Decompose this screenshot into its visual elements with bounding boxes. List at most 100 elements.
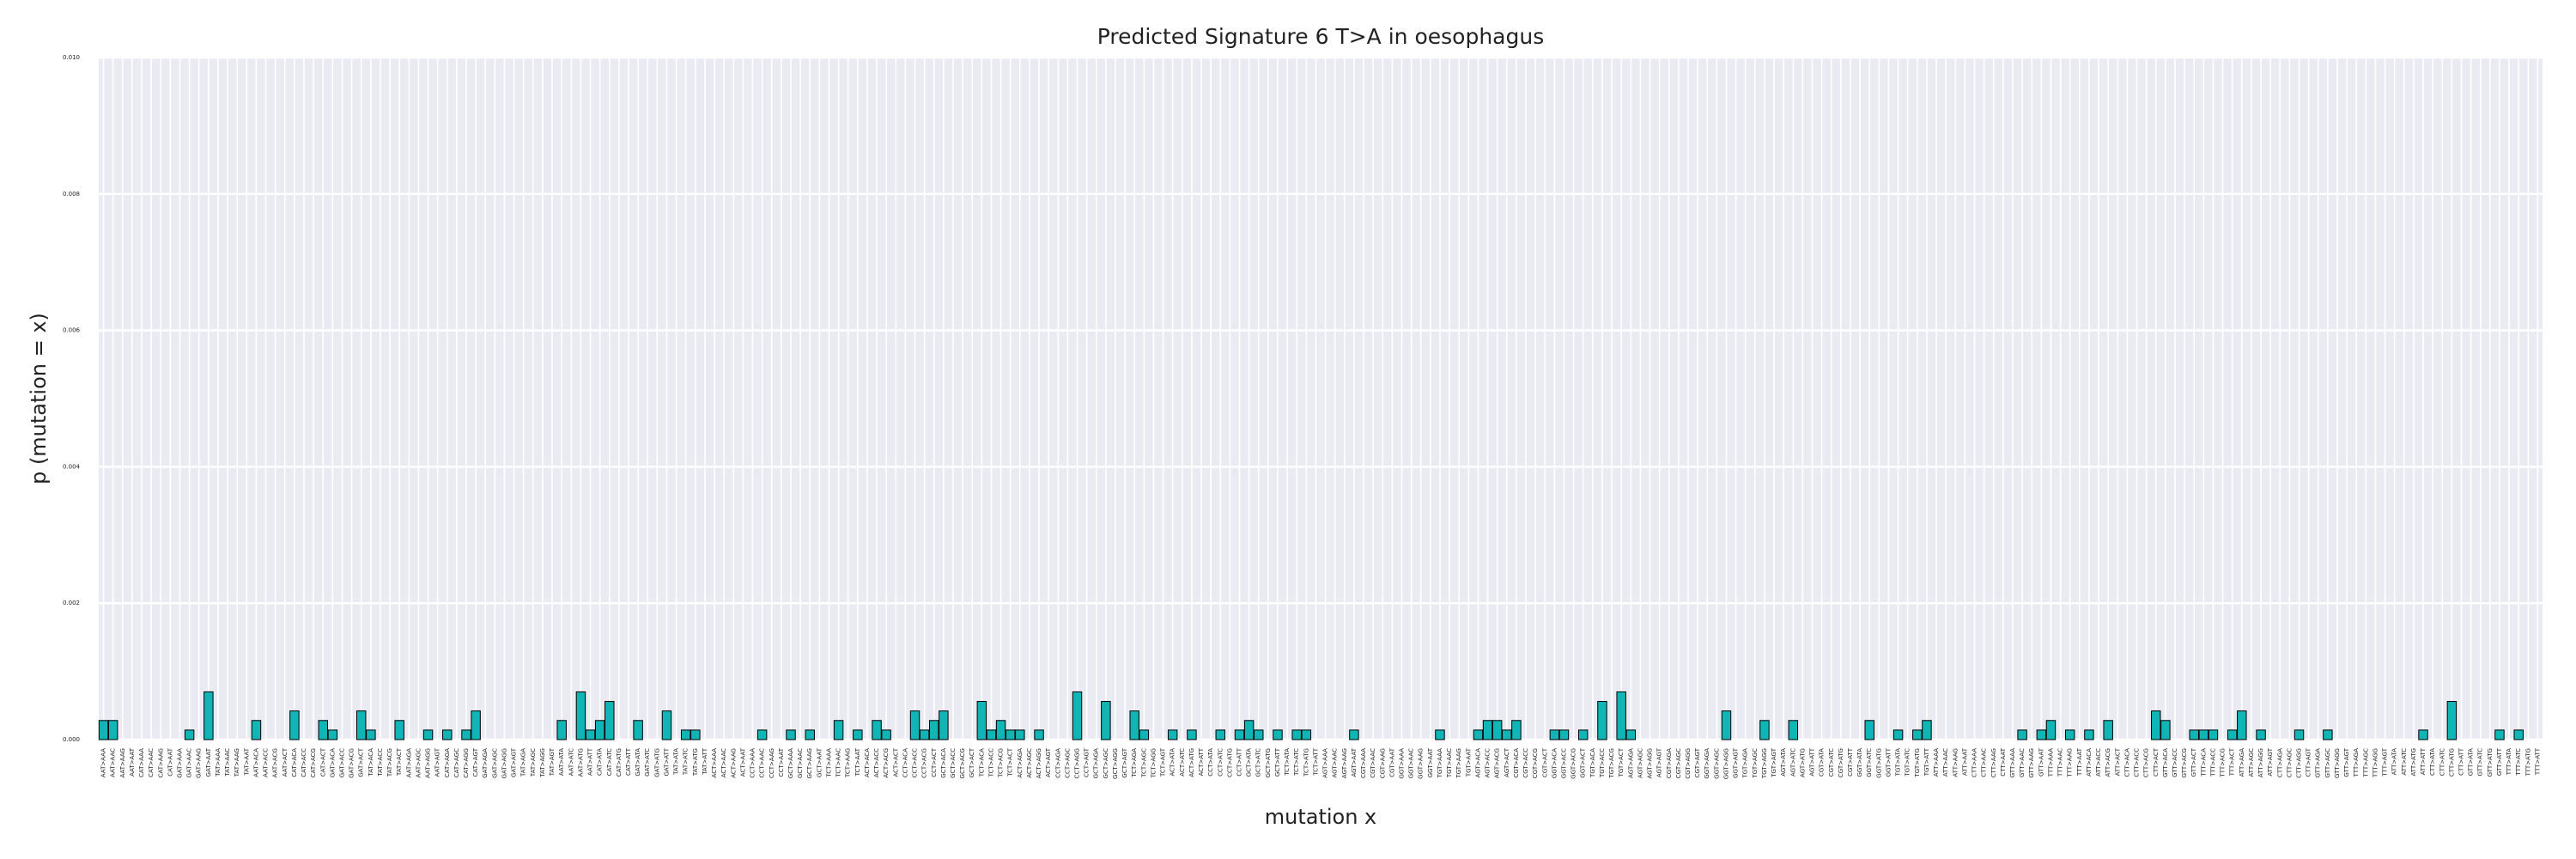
x-tick-label: TAT>ATG [692, 748, 699, 777]
x-tick-label: TCT>ACT [1007, 747, 1014, 777]
bar [1101, 701, 1111, 740]
x-tick-label: TCT>ATG [1303, 748, 1309, 777]
x-tick-label: ATT>AGG [2257, 748, 2264, 777]
x-tick-label: AAT>AGG [425, 748, 432, 778]
bar [1492, 720, 1503, 740]
x-tick-label: ACT>ACG [883, 748, 890, 778]
x-tick-label: CTT>ACG [2143, 748, 2150, 777]
x-tick-label: GCT>AGC [1103, 748, 1109, 779]
x-tick-label: GGT>AAT [1427, 747, 1434, 777]
bar [471, 710, 481, 740]
x-tick-label: GAT>ATT [663, 747, 670, 776]
x-tick-label: TTT>ACG [2220, 748, 2227, 777]
x-tick-label: GGT>AAG [1418, 748, 1425, 779]
bar [2084, 729, 2094, 740]
x-tick-label: AAT>ACT [282, 747, 289, 777]
x-tick-label: CAT>ATT [625, 747, 632, 776]
x-tick-label: CCT>AAT [778, 747, 785, 777]
x-tick-label: TGT>ACG [1608, 748, 1615, 779]
x-tick-label: AGT>AAA [1322, 748, 1329, 778]
bar [2103, 720, 2113, 740]
x-tick-label: GAT>AAA [176, 748, 183, 778]
x-tick-label: AAT>AGT [434, 747, 441, 777]
x-tick-label: AGT>AGG [1647, 748, 1654, 779]
x-tick-label: GGT>ACC [1560, 748, 1567, 778]
x-tick-label: CTT>AGA [2276, 748, 2283, 777]
bar [2513, 729, 2524, 740]
x-tick-label: TTT>ATT [2534, 747, 2541, 776]
x-tick-label: TTT>AAG [2067, 748, 2074, 778]
x-tick-label: ATT>ACC [2095, 748, 2102, 777]
bar [1788, 720, 1799, 740]
x-tick-label: GAT>AGT [511, 747, 518, 777]
x-tick-label: CGT>AAA [1360, 748, 1367, 778]
x-tick-label: CAT>AGC [453, 748, 460, 777]
bar [2151, 710, 2161, 740]
x-tick-label: GAT>AAT [205, 747, 212, 777]
x-tick-label: TGT>AGG [1761, 748, 1768, 779]
y-tick-label: 0.006 [63, 327, 81, 334]
x-tick-label: CCT>ACG [921, 748, 928, 778]
x-tick-label: GAT>ACT [358, 747, 365, 777]
x-tick-label: GCT>ATG [1265, 748, 1272, 777]
bar [919, 729, 930, 740]
x-tick-label: ACT>AGC [1026, 748, 1033, 778]
x-tick-label: CGT>AAG [1379, 748, 1386, 778]
x-tick-label: CGT>AGC [1675, 748, 1682, 778]
x-tick-label: GCT>AAG [806, 748, 813, 779]
x-tick-label: AGT>AAT [1351, 747, 1358, 777]
bar [1577, 729, 1589, 740]
x-tick-label: ACT>AGG [1036, 748, 1042, 778]
x-tick-label: CCT>AGA [1054, 748, 1061, 778]
bar [1034, 729, 1044, 740]
y-tick-label: 0.008 [63, 191, 80, 198]
x-tick-label: TCT>AGA [1131, 748, 1138, 778]
x-tick-label: CTT>AAC [1981, 748, 1988, 777]
x-tick-label: TAT>ATC [683, 748, 690, 776]
x-tick-label: AAT>ACA [252, 748, 259, 777]
bar [1616, 691, 1626, 740]
bar [939, 710, 949, 740]
bar [1167, 729, 1178, 740]
plot-background [99, 58, 2543, 740]
x-tick-label: ATT>AGC [2248, 748, 2255, 777]
bar [605, 701, 615, 740]
bar [2189, 729, 2199, 740]
x-tick-label: ATT>AGA [2239, 748, 2245, 777]
x-tick-label: TAT>AGA [520, 748, 527, 777]
x-tick-label: CTT>AAT [2000, 747, 2007, 776]
x-tick-label: GCT>ACT [969, 747, 975, 777]
x-tick-label: TTT>ATG [2524, 748, 2531, 777]
x-tick-label: CGT>ATT [1847, 747, 1854, 777]
bar [2036, 729, 2047, 740]
x-tick-label: TCT>ATC [1293, 748, 1300, 777]
x-tick-label: CTT>ATA [2429, 748, 2436, 776]
bar [690, 729, 701, 740]
x-tick-label: CGT>ACT [1541, 747, 1548, 777]
x-tick-label: TCT>AGG [1150, 748, 1157, 778]
bar [1187, 729, 1197, 740]
bar [909, 710, 920, 740]
x-tick-label: CCT>AGG [1074, 748, 1081, 778]
bar [786, 729, 796, 740]
bar [107, 720, 118, 740]
x-tick-label: CCT>ACT [931, 747, 938, 777]
x-tick-label: CCT>AAG [769, 748, 775, 778]
bar [2208, 729, 2219, 740]
x-tick-label: TAT>AGC [530, 748, 537, 777]
x-tick-label: CGT>AAT [1388, 747, 1395, 777]
bar [442, 729, 453, 740]
x-tick-label: AGT>ATC [1789, 748, 1796, 777]
x-tick-label: AGT>AGA [1627, 748, 1634, 778]
x-tick-label: TCT>AAT [854, 747, 861, 777]
x-tick-label: ACT>AAG [730, 748, 737, 778]
x-tick-label: TTT>AAA [2047, 748, 2054, 777]
x-tick-label: GTT>ATG [2487, 748, 2494, 777]
bar [1721, 710, 1732, 740]
bar [680, 729, 691, 740]
x-tick-label: AGT>ATT [1809, 747, 1816, 776]
bar [1864, 720, 1874, 740]
x-tick-label: GGT>ATA [1856, 748, 1863, 777]
x-tick-label: GGT>ATG [1875, 748, 1882, 778]
